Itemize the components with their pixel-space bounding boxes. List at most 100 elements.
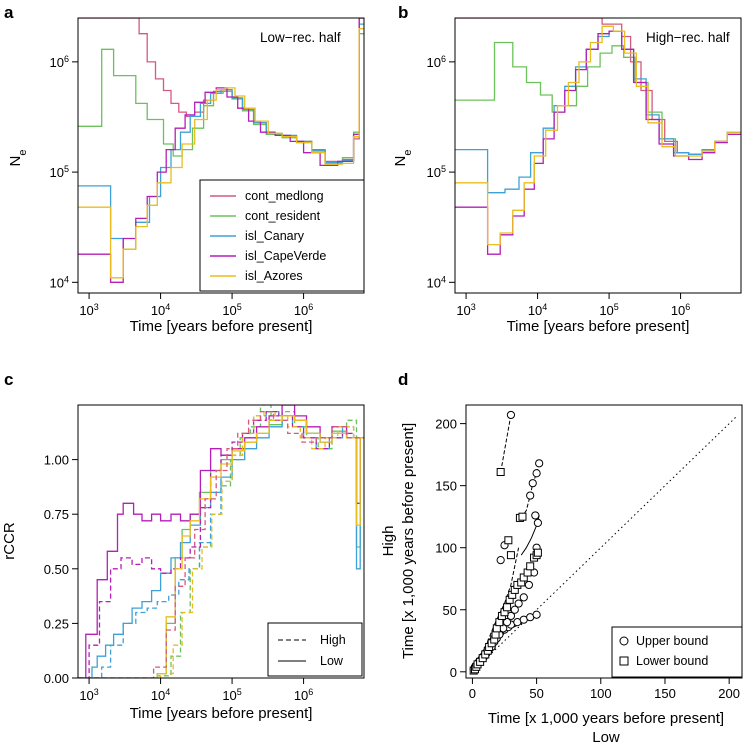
y-tick-label: 0.25 [44,616,69,631]
panel-b-ylabel: Ne [392,150,414,167]
panel-c-xlabel: Time [years before present] [130,705,313,722]
panel-c-legend: High Low [267,622,363,677]
y-tick-exponent: 6 [441,54,446,64]
point-lower-bound [526,562,535,571]
panel-b-ylabel-main: N [392,156,409,167]
panel-b-series [455,18,741,255]
point-lower-bound [506,551,515,560]
panel-d-ylabel: Time [x 1,000 years before present] [400,423,417,659]
x-tick-exponent: 3 [471,302,476,312]
legend-upper-label: Upper bound [636,634,708,648]
panel-b-frame [454,17,742,294]
point-upper-bound [514,599,523,608]
series-line-isl_Azores-low [78,415,364,678]
y-tick-label: 200 [435,417,457,432]
series-line-cont_resident [455,41,741,155]
x-tick-label: 104 [151,302,170,318]
point-lower-bound [533,548,542,557]
legend-label-isl_CapeVerde: isl_CapeVerde [245,249,326,263]
x-tick-exponent: 3 [94,302,99,312]
x-tick-label: 104 [528,302,547,318]
x-tick-label: 103 [79,302,98,318]
point-upper-bound [496,556,505,565]
panel-b: 103 104 105 106 104 105 106 High−rec. half Ti… [392,17,742,335]
point-upper-bound [532,469,541,478]
legend-label-cont_resident: cont_resident [245,209,321,223]
x-tick-exponent: 4 [165,302,170,312]
panel-c-y-ticks: 0.00 0.25 0.50 0.75 1.00 [44,453,78,686]
x-tick-label: 106 [294,302,313,318]
series-line-isl_Azores-high [78,410,364,678]
y-tick-label: 0.00 [44,671,69,686]
panel-c-series [78,405,364,678]
x-tick-label: 50 [529,686,543,701]
panel-b-y-ticks: 104 105 106 [427,54,455,290]
panel-a-title: Low−rec. half [260,30,341,45]
panel-b-xlabel: Time [years before present] [507,318,690,335]
point-upper-bound [506,410,516,420]
panel-a-x-ticks: 103 104 105 106 [79,293,313,318]
legend-label-cont_medlong: cont_medlong [245,189,324,203]
panel-d-points [469,410,544,675]
y-tick-label: 0.50 [44,562,69,577]
y-tick-label: 106 [50,54,69,70]
legend-circle-marker [619,636,629,646]
panel-b-title: High−rec. half [646,30,730,45]
y-tick-label: 150 [435,479,457,494]
point-upper-bound [524,580,534,590]
legend-items: cont_medlong cont_resident isl_Canary isl_C… [210,189,326,283]
x-tick-exponent: 5 [237,302,242,312]
panel-d: 0 50 100 150 200 0 50 100 150 200 Time [x 1,000 … [380,404,743,746]
y-tick-exponent: 4 [441,274,446,284]
x-tick-exponent: 3 [94,687,99,697]
panel-a-ylabel-sub: e [17,150,29,156]
point-upper-bound [531,511,540,520]
panel-letter-d: d [398,370,408,389]
panel-letter-b: b [398,3,408,22]
legend-lower-label: Lower bound [636,654,708,668]
series-line-isl_Canary [455,30,741,194]
point-upper-bound [532,610,541,619]
series-line-isl_CapeVerde [455,30,741,255]
panel-a-xlabel: Time [years before present] [130,318,313,335]
panel-b-ylabel-sub: e [402,150,414,156]
y-tick-label: 0 [450,665,457,680]
panel-a-ylabel: Ne [7,150,29,167]
legend-label-isl_Canary: isl_Canary [245,229,305,243]
panel-d-xlabel: Time [x 1,000 years before present] [488,710,724,727]
panel-d-y-ticks: 0 50 100 150 200 [435,417,466,680]
y-tick-exponent: 6 [64,54,69,64]
point-upper-bound [528,479,537,488]
x-tick-label: 106 [294,687,313,703]
legend-label-isl_Azores: isl_Azores [245,269,303,283]
x-tick-label: 106 [671,302,690,318]
y-tick-label: 105 [427,164,446,180]
x-tick-label: 150 [654,686,676,701]
panel-letter-c: c [4,370,13,389]
x-tick-exponent: 4 [165,687,170,697]
x-tick-exponent: 5 [614,302,619,312]
y-tick-label: 104 [50,274,69,290]
y-tick-label: 100 [435,541,457,556]
panel-d-xlabel2: Low [592,729,620,746]
panel-c-x-ticks: 103 104 105 106 [79,678,313,703]
y-tick-exponent: 5 [441,164,446,174]
panel-a-y-ticks: 104 105 106 [50,54,78,290]
panel-d-frame [465,404,743,679]
point-lower-bound [504,536,513,545]
panel-a-legend: cont_medlong cont_resident isl_Canary isl_C… [199,179,365,292]
series-line-cont_medlong-high [78,410,364,678]
point-upper-bound [535,459,544,468]
series-line-isl_Azores [78,28,364,279]
x-tick-label: 105 [222,687,241,703]
panel-c-frame [77,404,365,679]
point-upper-bound [533,518,542,527]
y-tick-label: 1.00 [44,453,69,468]
panel-b-x-ticks: 103 104 105 106 [456,293,690,318]
panel-c-ylabel: rCCR [1,522,18,560]
y-tick-label: 106 [427,54,446,70]
point-lower-bound [503,603,512,612]
y-tick-label: 50 [443,603,457,618]
y-tick-label: 105 [50,164,69,180]
connector-line [500,414,512,473]
